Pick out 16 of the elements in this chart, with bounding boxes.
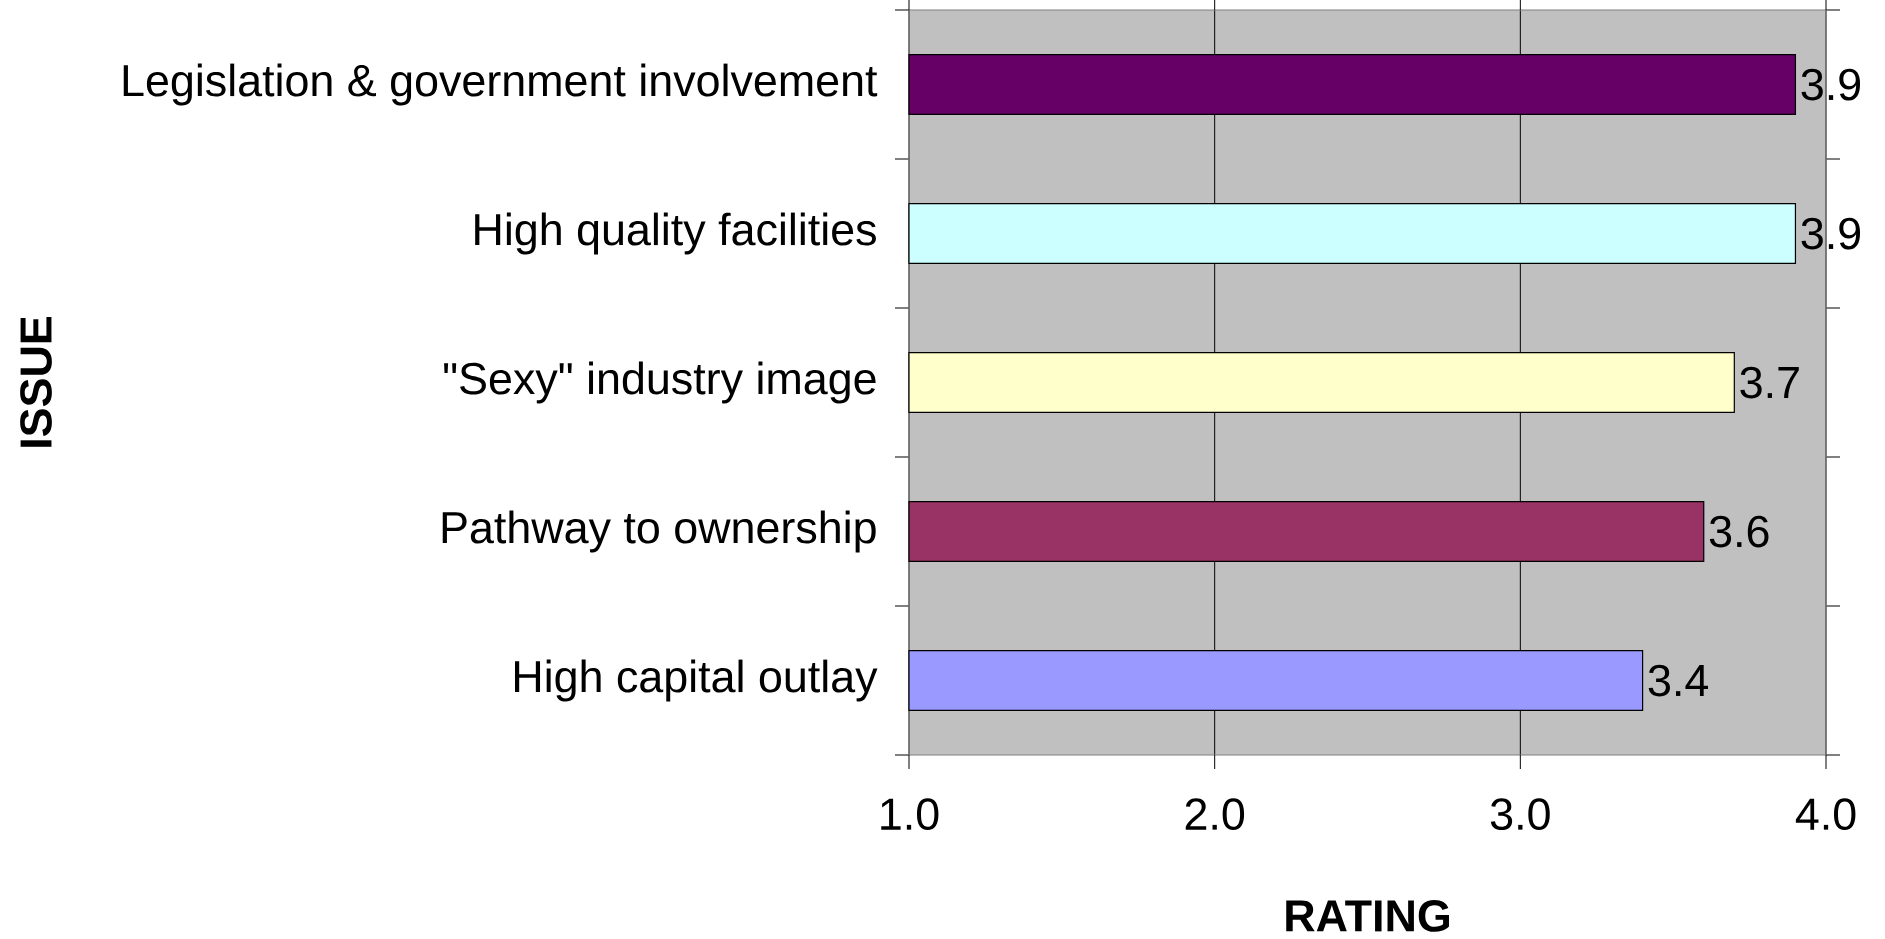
data-label: 3.7 — [1740, 366, 1799, 399]
y-tick-label: "Sexy" industry image — [444, 361, 876, 404]
y-tick-label: Legislation & government involvement — [123, 63, 878, 106]
y-tick-label: Pathway to ownership — [442, 510, 876, 553]
x-tick-label: 3.0 — [1490, 798, 1550, 831]
y-axis-title: ISSUE — [20, 316, 52, 447]
x-axis-title: RATING — [1286, 900, 1449, 932]
data-label: 3.9 — [1801, 217, 1861, 250]
y-tick-label: High capital outlay — [515, 659, 878, 702]
data-label: 3.4 — [1648, 664, 1709, 697]
data-label: 3.9 — [1801, 68, 1861, 101]
x-tick-label: 2.0 — [1185, 798, 1245, 831]
x-tick-label: 4.0 — [1795, 798, 1856, 831]
data-label: 3.6 — [1709, 515, 1769, 548]
x-tick-label: 1.0 — [881, 798, 939, 831]
y-tick-label: High quality facilities — [475, 212, 876, 255]
